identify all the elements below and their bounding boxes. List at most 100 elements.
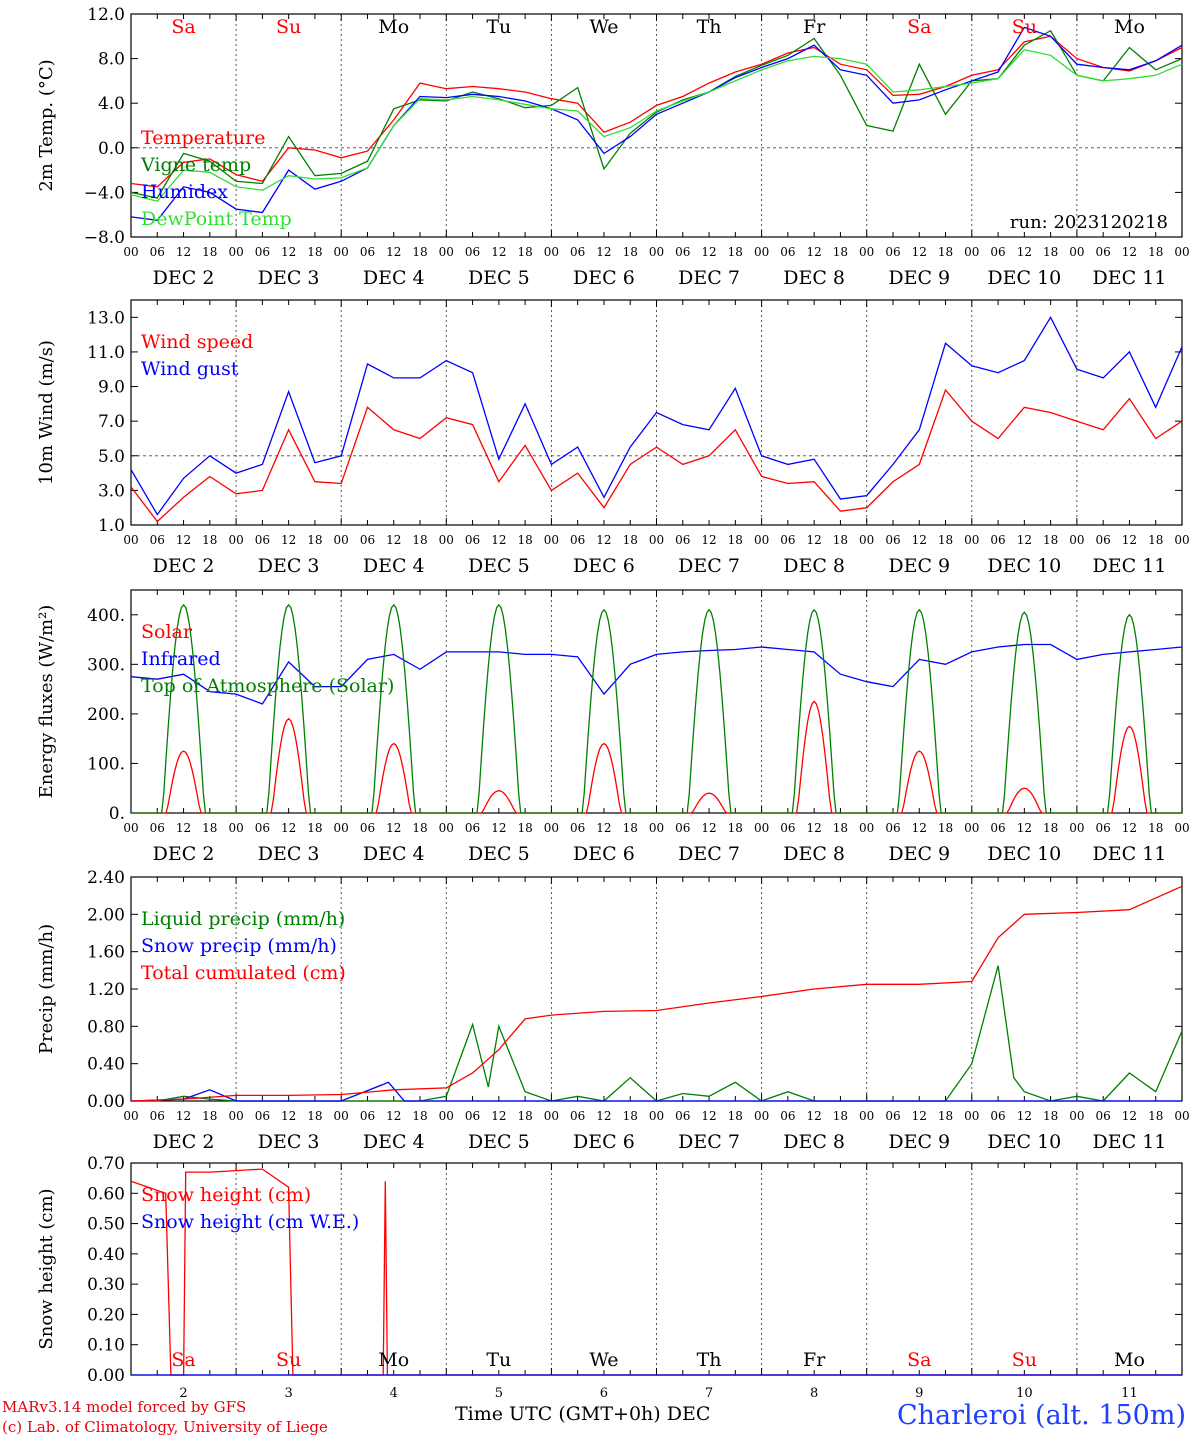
day-label: DEC 8 [783, 267, 845, 289]
day-label: DEC 5 [468, 843, 530, 865]
legend-entry: Temperature [141, 127, 265, 149]
legend-entry: Wind gust [141, 358, 239, 380]
day-label: DEC 7 [678, 267, 740, 289]
hour-tick-label: 18 [412, 245, 427, 259]
hour-tick-label: 18 [307, 1109, 322, 1123]
hour-tick-label: 06 [990, 245, 1005, 259]
hour-tick-label: 06 [255, 1109, 270, 1123]
hour-tick-label: 12 [176, 821, 191, 835]
y-tick-label: 1.20 [87, 980, 125, 1000]
hour-tick-label: 00 [964, 533, 979, 547]
hour-tick-label: 06 [885, 245, 900, 259]
hour-tick-label: 00 [544, 1109, 559, 1123]
day-name-bottom: Mo [1114, 1349, 1145, 1371]
hour-tick-label: 18 [517, 1109, 532, 1123]
hour-tick-label: 00 [859, 533, 874, 547]
day-label: DEC 4 [363, 267, 425, 289]
hour-tick-label: 00 [859, 245, 874, 259]
hour-tick-label: 12 [491, 533, 506, 547]
hour-tick-label: 12 [1122, 821, 1137, 835]
hour-tick-label: 00 [649, 533, 664, 547]
hour-tick-label: 18 [728, 821, 743, 835]
day-number-bottom: 11 [1121, 1386, 1138, 1400]
day-label: DEC 11 [1093, 1131, 1167, 1153]
y-tick-label: 0.10 [87, 1336, 125, 1356]
day-name-bottom: Mo [378, 1349, 409, 1371]
hour-tick-label: 00 [1174, 245, 1189, 259]
x-axis-title-text: Time UTC (GMT+0h) [455, 1403, 661, 1425]
day-name-bottom: Fr [803, 1349, 826, 1371]
day-label: DEC 8 [783, 843, 845, 865]
y-tick-label: 400. [87, 606, 125, 626]
day-name-top: Sa [907, 16, 931, 38]
day-label: DEC 2 [153, 267, 215, 289]
y-tick-label: 0.00 [87, 1366, 125, 1386]
x-axis-month: DEC [666, 1403, 711, 1425]
hour-tick-label: 00 [439, 245, 454, 259]
hour-tick-label: 00 [439, 1109, 454, 1123]
hour-tick-label: 12 [386, 533, 401, 547]
hour-tick-label: 18 [623, 245, 638, 259]
y-tick-label: 0.40 [87, 1245, 125, 1265]
hour-tick-label: 12 [596, 533, 611, 547]
hour-tick-label: 06 [885, 1109, 900, 1123]
day-label: DEC 8 [783, 555, 845, 577]
hour-tick-label: 00 [754, 533, 769, 547]
hour-tick-label: 06 [990, 533, 1005, 547]
hour-tick-label: 18 [833, 245, 848, 259]
hour-tick-label: 00 [123, 533, 138, 547]
hour-tick-label: 12 [912, 1109, 927, 1123]
y-tick-label: 4.0 [98, 94, 125, 114]
y-tick-label: 0.00 [87, 1092, 125, 1112]
hour-tick-label: 06 [675, 1109, 690, 1123]
hour-tick-label: 18 [1148, 821, 1163, 835]
legend-entry: Infrared [141, 648, 221, 670]
hour-tick-label: 06 [675, 821, 690, 835]
hour-tick-label: 12 [596, 245, 611, 259]
hour-tick-label: 12 [701, 245, 716, 259]
legend-entry: Humidex [141, 181, 228, 203]
hour-tick-label: 18 [307, 533, 322, 547]
hour-tick-label: 18 [728, 1109, 743, 1123]
hour-tick-label: 12 [701, 1109, 716, 1123]
series-line-top-of-atmosphere-solar- [131, 603, 1182, 814]
day-label: DEC 6 [573, 843, 635, 865]
y-tick-label: 200. [87, 705, 125, 725]
hour-tick-label: 00 [649, 821, 664, 835]
hour-tick-label: 00 [1069, 245, 1084, 259]
hour-tick-label: 18 [623, 533, 638, 547]
y-axis-label: Precip (mm/h) [36, 924, 57, 1054]
hour-tick-label: 06 [150, 245, 165, 259]
day-label: DEC 3 [258, 555, 320, 577]
hour-tick-label: 06 [990, 1109, 1005, 1123]
hour-tick-label: 18 [728, 245, 743, 259]
hour-tick-label: 18 [833, 533, 848, 547]
day-label: DEC 2 [153, 843, 215, 865]
day-label: DEC 2 [153, 555, 215, 577]
day-number-bottom: 6 [600, 1386, 608, 1400]
credit-lab: (c) Lab. of Climatology, University of L… [2, 1418, 328, 1436]
day-label: DEC 3 [258, 1131, 320, 1153]
hour-tick-label: 00 [123, 1109, 138, 1123]
hour-tick-label: 18 [1043, 1109, 1058, 1123]
hour-tick-label: 06 [570, 245, 585, 259]
day-number-bottom: 2 [179, 1386, 187, 1400]
hour-tick-label: 12 [176, 245, 191, 259]
hour-tick-label: 18 [1043, 533, 1058, 547]
day-label: DEC 6 [573, 555, 635, 577]
hour-tick-label: 12 [807, 533, 822, 547]
hour-tick-label: 18 [202, 1109, 217, 1123]
hour-tick-label: 06 [150, 1109, 165, 1123]
series-line-wind-speed [130, 388, 1183, 523]
day-number-bottom: 7 [705, 1386, 713, 1400]
hour-tick-label: 18 [1148, 1109, 1163, 1123]
series-line-snow-precip-mm-h- [130, 1081, 1182, 1102]
hour-tick-label: 00 [1174, 821, 1189, 835]
hour-tick-label: 18 [938, 245, 953, 259]
legend-entry: Vigne temp [140, 154, 251, 176]
hour-tick-label: 18 [202, 821, 217, 835]
day-name-top: Su [276, 16, 301, 38]
hour-tick-label: 18 [728, 533, 743, 547]
hour-tick-label: 00 [123, 821, 138, 835]
day-label: DEC 10 [987, 555, 1061, 577]
